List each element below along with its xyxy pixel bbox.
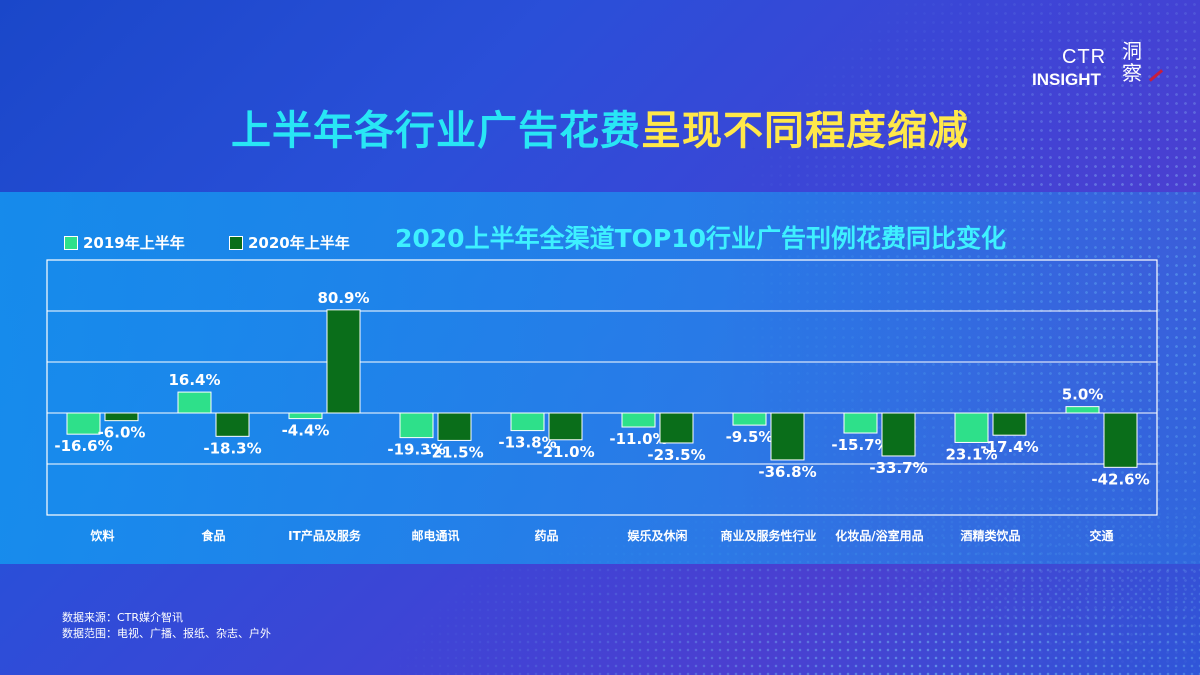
x-tick-label: 化妆品/浴室用品 — [835, 528, 923, 543]
legend-swatch-2020 — [229, 235, 243, 250]
x-tick-label: IT产品及服务 — [288, 528, 362, 543]
bar-2019 — [177, 391, 212, 414]
data-label-2020: -21.5% — [425, 443, 483, 461]
bar-2019 — [621, 412, 656, 428]
data-label-2019: 5.0% — [1062, 386, 1104, 404]
page-title-part1: 上半年各行业广告花费 — [231, 108, 641, 154]
data-label-2020: -21.0% — [536, 443, 594, 461]
bar-2020 — [659, 412, 694, 444]
bar-2020 — [326, 309, 361, 414]
x-tick-label: 食品 — [200, 528, 225, 543]
bar-2019 — [399, 412, 434, 439]
data-label-2020: -18.3% — [203, 439, 261, 457]
legend-swatch-2019 — [64, 235, 78, 250]
x-tick-label: 交通 — [1089, 528, 1113, 543]
legend-item-2020: 2020年上半年 — [229, 232, 350, 253]
x-tick-label: 药品 — [534, 528, 558, 543]
ctr-insight-logo: CTR INSIGHT 洞察 — [1032, 40, 1172, 96]
bar-2020 — [104, 412, 139, 422]
logo-cn: 洞察 — [1122, 39, 1142, 85]
data-label-2020: -33.7% — [869, 459, 927, 477]
bar-2020 — [437, 412, 472, 441]
plot-frame — [46, 259, 1158, 516]
data-label-2019: -9.5% — [726, 428, 774, 446]
bar-2020 — [770, 412, 805, 461]
logo-sub: INSIGHT — [1032, 70, 1101, 89]
bar-2019 — [954, 412, 989, 443]
bar-2019 — [510, 412, 545, 432]
bar-2019 — [1065, 406, 1100, 414]
data-label-2020: 80.9% — [317, 289, 369, 307]
data-label-2019: -19.3% — [387, 441, 445, 459]
data-label-2019: 23.1% — [945, 445, 997, 463]
data-label-2019: -4.4% — [282, 422, 330, 440]
legend-label-2020: 2020年上半年 — [248, 234, 350, 252]
bar-2020 — [881, 412, 916, 457]
data-label-2020: -36.8% — [758, 463, 816, 481]
logo-brand: CTR — [1062, 46, 1107, 68]
bar-2019 — [732, 412, 767, 426]
data-label-2020: -6.0% — [98, 424, 146, 442]
data-label-2019: -13.8% — [498, 434, 556, 452]
bar-2020 — [992, 412, 1027, 436]
x-tick-label: 商业及服务性行业 — [720, 528, 816, 543]
legend-item-2019: 2019年上半年 — [64, 232, 185, 253]
x-tick-label: 饮料 — [89, 528, 114, 543]
data-label-2020: -23.5% — [647, 446, 705, 464]
data-label-2020: -42.6% — [1091, 470, 1149, 488]
page-title: 上半年各行业广告花费呈现不同程度缩减 — [0, 98, 1200, 156]
chart-band — [0, 192, 1200, 564]
bar-2020 — [1103, 412, 1138, 468]
data-label-2019: -15.7% — [831, 436, 889, 454]
data-label-2019: 16.4% — [168, 371, 220, 389]
bar-2019 — [66, 412, 101, 435]
x-tick-label: 邮电通讯 — [411, 528, 459, 543]
x-tick-label: 娱乐及休闲 — [627, 528, 687, 543]
chart-title: 2020上半年全渠道TOP10行业广告刊例花费同比变化 — [395, 224, 1007, 253]
bar-2019 — [843, 412, 878, 434]
scope-line: 数据范围：电视、广播、报纸、杂志、户外 — [62, 627, 271, 640]
data-label-2019: -11.0% — [609, 430, 667, 448]
data-label-2020: -17.4% — [980, 438, 1038, 456]
legend-label-2019: 2019年上半年 — [83, 234, 185, 252]
x-tick-label: 酒精类饮品 — [960, 528, 1020, 543]
source-line: 数据来源：CTR媒介智讯 — [62, 611, 184, 624]
bar-2020 — [548, 412, 583, 441]
data-label-2019: -16.6% — [54, 437, 112, 455]
page-title-part2: 呈现不同程度缩减 — [641, 108, 969, 154]
bar-2020 — [215, 412, 250, 437]
bar-2019 — [288, 412, 323, 420]
